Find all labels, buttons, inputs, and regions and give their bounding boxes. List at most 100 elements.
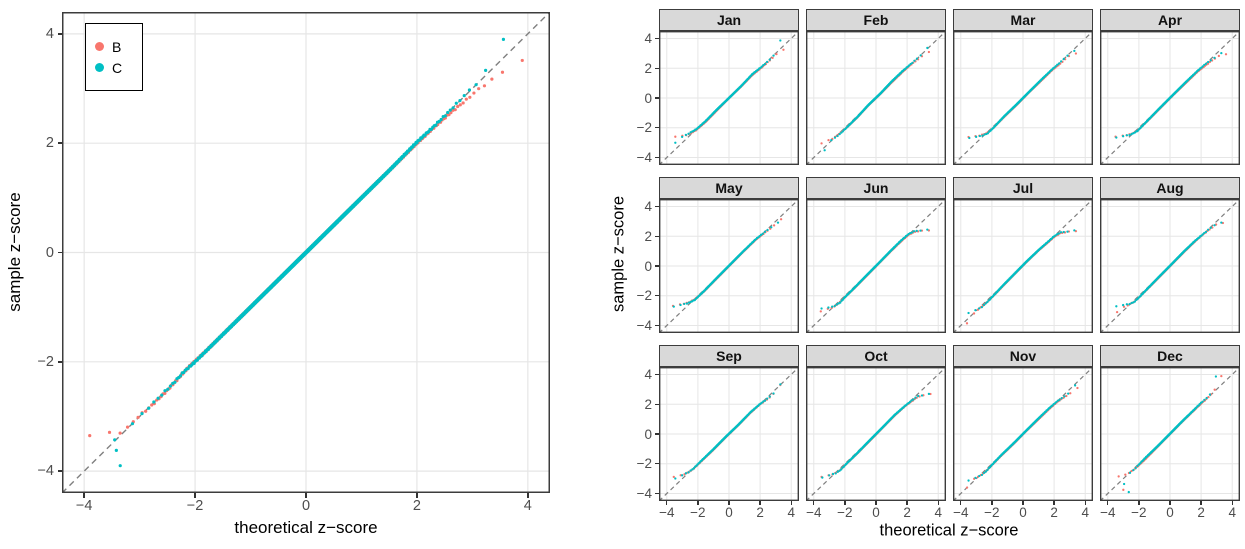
facet-qq-canvas-feb	[806, 31, 946, 165]
x-tick-mark	[1022, 501, 1024, 505]
legend-label-c: C	[112, 59, 123, 76]
x-tick-label: 0	[1166, 505, 1174, 520]
x-tick-mark	[1107, 501, 1109, 505]
x-tick-label: 2	[756, 505, 764, 520]
facet-strip-label-sep: Sep	[716, 348, 742, 364]
y-tick-mark	[57, 33, 62, 35]
facet-panel-mar	[953, 31, 1093, 165]
x-tick-mark	[1200, 501, 1202, 505]
facet-strip-label-oct: Oct	[864, 348, 888, 364]
x-tick-label: 4	[1081, 505, 1089, 520]
facet-strip-aug: Aug	[1100, 177, 1240, 199]
y-tick-label: −2	[636, 288, 652, 304]
pooled-qq-canvas	[62, 12, 550, 493]
x-tick-mark	[759, 501, 761, 505]
y-tick-mark	[655, 156, 659, 159]
y-tick-label: −2	[636, 120, 652, 136]
x-tick-label: 2	[412, 498, 421, 514]
facet-strip-label-nov: Nov	[1009, 348, 1037, 364]
y-tick-label: 4	[644, 198, 652, 214]
y-tick-label: 2	[45, 135, 54, 152]
x-tick-label: 4	[1228, 505, 1236, 520]
y-tick-mark	[57, 470, 62, 472]
facet-strip-label-may: May	[715, 180, 743, 196]
x-tick-mark	[937, 501, 939, 505]
facet-strip-sep: Sep	[659, 345, 799, 367]
left-x-axis-title: theoretical z−score	[234, 518, 378, 537]
legend-item-c: C	[95, 61, 142, 75]
y-tick-mark	[655, 324, 659, 327]
y-tick-label: −2	[636, 456, 652, 472]
x-tick-label: 4	[523, 498, 532, 514]
x-tick-mark	[527, 493, 529, 498]
facet-panel-oct	[806, 367, 946, 501]
facet-strip-jan: Jan	[659, 9, 799, 31]
facet-qq-canvas-sep	[659, 367, 799, 501]
facet-strip-may: May	[659, 177, 799, 199]
x-tick-label: −4	[1100, 505, 1116, 520]
x-tick-label: 4	[934, 505, 942, 520]
y-tick-mark	[655, 403, 659, 405]
x-tick-mark	[416, 493, 418, 498]
legend-swatch-c	[95, 63, 104, 72]
legend-item-b: B	[95, 40, 142, 54]
y-tick-mark	[57, 142, 62, 144]
facet-qq-canvas-apr	[1100, 31, 1240, 165]
y-tick-mark	[655, 97, 659, 99]
x-tick-mark	[194, 493, 196, 498]
facet-qq-canvas-nov	[953, 367, 1093, 501]
facet-qq-canvas-jul	[953, 199, 1093, 333]
x-tick-label: 0	[301, 498, 311, 514]
x-tick-mark	[728, 501, 730, 505]
facet-panel-jul	[953, 199, 1093, 333]
x-tick-label: −4	[659, 505, 675, 520]
y-tick-label: 4	[644, 30, 652, 46]
facet-strip-label-jan: Jan	[716, 12, 742, 28]
facet-strip-label-apr: Apr	[1157, 12, 1183, 28]
facet-strip-feb: Feb	[806, 9, 946, 31]
facet-qq-canvas-may	[659, 199, 799, 333]
y-tick-label: 2	[644, 396, 652, 412]
x-tick-mark	[1231, 501, 1233, 505]
x-tick-label: 0	[872, 505, 880, 520]
x-tick-label: −2	[837, 505, 853, 520]
facet-qq-canvas-jun	[806, 199, 946, 333]
facet-panel-sep	[659, 367, 799, 501]
facet-strip-oct: Oct	[806, 345, 946, 367]
y-tick-mark	[57, 251, 62, 254]
y-tick-mark	[655, 295, 659, 297]
facet-panel-dec	[1100, 367, 1240, 501]
y-tick-label: 4	[644, 366, 652, 382]
facet-strip-label-jun: Jun	[863, 180, 889, 196]
y-tick-mark	[57, 361, 62, 363]
x-tick-label: −2	[690, 505, 706, 520]
x-tick-mark	[697, 501, 699, 505]
facet-qq-canvas-mar	[953, 31, 1093, 165]
facet-strip-nov: Nov	[953, 345, 1093, 367]
y-tick-mark	[655, 492, 659, 495]
y-tick-mark	[655, 373, 659, 376]
x-tick-label: −2	[984, 505, 1000, 520]
y-tick-label: 0	[644, 426, 652, 442]
facet-qq-canvas-dec	[1100, 367, 1240, 501]
y-tick-label: 4	[45, 25, 54, 42]
x-tick-label: 0	[1019, 505, 1027, 520]
x-tick-label: 0	[725, 505, 733, 520]
x-tick-mark	[960, 501, 962, 505]
y-tick-mark	[655, 205, 659, 208]
facet-panel-aug	[1100, 199, 1240, 333]
y-tick-mark	[655, 463, 659, 465]
x-tick-label: 2	[903, 505, 911, 520]
right-x-axis-title: theoretical z−score	[879, 521, 1019, 540]
x-tick-mark	[906, 501, 908, 505]
x-tick-mark	[1084, 501, 1086, 505]
facet-panel-apr	[1100, 31, 1240, 165]
x-tick-label: 2	[1050, 505, 1058, 520]
y-tick-label: −4	[37, 463, 54, 480]
y-tick-label: 2	[644, 228, 652, 244]
facet-strip-label-aug: Aug	[1156, 180, 1184, 196]
y-tick-label: 0	[45, 244, 54, 261]
legend-swatch-b	[95, 42, 104, 51]
x-tick-label: 2	[1197, 505, 1205, 520]
